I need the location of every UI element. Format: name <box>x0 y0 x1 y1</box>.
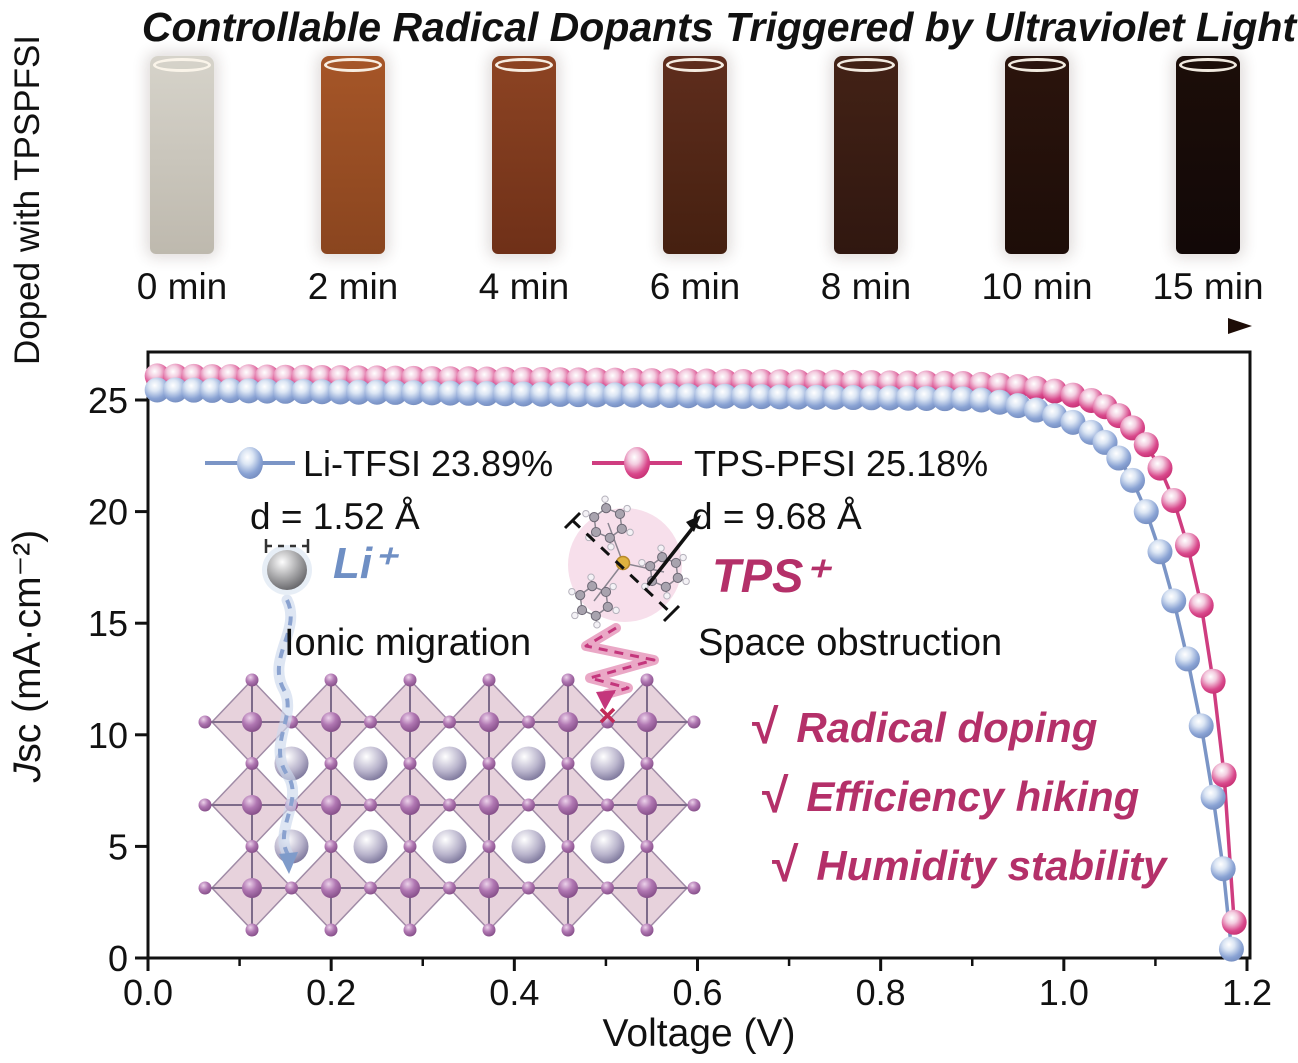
vial-time-label: 10 min <box>981 266 1093 307</box>
checkmark-icon: √ <box>762 770 789 823</box>
ionic-migration-arrow <box>273 594 299 874</box>
vial-time-label: 0 min <box>136 266 228 307</box>
space-obstruction-label: Space obstruction <box>698 622 1003 664</box>
checkmark-icon: √ <box>772 839 799 892</box>
svg-text:0.2: 0.2 <box>306 972 356 1013</box>
checkmark-icon: √ <box>752 701 779 754</box>
vial-time-label: 6 min <box>649 266 741 307</box>
vial-photo-15min <box>1176 56 1240 254</box>
vial-photo-8min <box>834 56 898 254</box>
svg-text:1.0: 1.0 <box>1039 972 1089 1013</box>
svg-text:15: 15 <box>88 603 128 644</box>
jv-curve-chart: 0.0 0.2 0.4 0.6 0.8 1.0 1.2 0 5 10 15 20 25 <box>88 350 1272 1013</box>
li-ion-sphere <box>262 539 312 595</box>
benefit-text: Efficiency hiking <box>806 772 1140 820</box>
vial-photo-6min <box>663 56 727 254</box>
svg-text:0.8: 0.8 <box>856 972 906 1013</box>
vial-photo-2min <box>321 56 385 254</box>
chart-axes: 0.0 0.2 0.4 0.6 0.8 1.0 1.2 0 5 10 15 20 25 <box>88 350 1272 1013</box>
y-axis-label-rest: sc (mA·cm⁻²) <box>6 529 49 763</box>
svg-text:25: 25 <box>88 380 128 421</box>
jv-data-series <box>144 363 1247 962</box>
benefit-text: Radical doping <box>796 703 1098 751</box>
figure-title: Controllable Radical Dopants Triggered b… <box>141 4 1297 50</box>
svg-text:1.2: 1.2 <box>1222 972 1272 1013</box>
vial-photo-4min <box>492 56 556 254</box>
legend-label-tps-pfsi: TPS-PFSI 25.18% <box>694 443 989 484</box>
svg-text:5: 5 <box>108 826 128 867</box>
vial-column: 15 min <box>1152 56 1264 308</box>
vial-photo-10min <box>1005 56 1069 254</box>
benefit-list: √ Radical doping √ Efficiency hiking √ H… <box>752 700 1166 893</box>
vial-photo-0min <box>150 56 214 254</box>
vial-time-label: 8 min <box>820 266 912 307</box>
tps-ion-label: TPS⁺ <box>712 549 829 602</box>
svg-text:0.6: 0.6 <box>672 972 722 1013</box>
svg-text:0.0: 0.0 <box>123 972 173 1013</box>
space-obstruction-arrow <box>581 623 659 724</box>
arrowhead-icon <box>1228 318 1252 334</box>
svg-text:20: 20 <box>88 492 128 533</box>
vial-time-label: 4 min <box>478 266 570 307</box>
vial-column: 8 min <box>821 56 911 308</box>
vial-time-label: 15 min <box>1152 266 1264 307</box>
li-ion-label: Li⁺ <box>333 539 396 588</box>
vial-column: 6 min <box>650 56 740 308</box>
svg-text:0.4: 0.4 <box>489 972 539 1013</box>
vial-column: 4 min <box>479 56 569 308</box>
legend-markers <box>205 447 682 479</box>
vial-column: 2 min <box>308 56 398 308</box>
vial-time-label: 2 min <box>307 266 399 307</box>
vial-photo-row: 0 min 2 min 4 min 6 min 8 min 10 min 15 … <box>137 56 1264 308</box>
li-distance-annotation: d = 1.52 Å <box>250 496 420 537</box>
ionic-migration-label: Ionic migration <box>284 622 532 664</box>
legend-label-li-tfsi: Li-TFSI 23.89% <box>303 443 554 484</box>
svg-text:10: 10 <box>88 715 128 756</box>
vial-column: 0 min <box>137 56 227 308</box>
perovskite-lattice-illustration <box>198 673 701 937</box>
tps-molecule-illustration <box>563 495 701 629</box>
x-axis-label: Voltage (V) <box>602 1012 796 1055</box>
benefit-efficiency-hiking: √ Efficiency hiking <box>762 769 1166 824</box>
vial-column: 10 min <box>981 56 1093 308</box>
tps-distance-annotation: d = 9.68 Å <box>692 496 862 537</box>
svg-text:0: 0 <box>108 938 128 979</box>
time-gradient-arrow <box>152 318 1252 334</box>
benefit-text: Humidity stability <box>816 841 1167 889</box>
y-axis-label-italic: J <box>6 762 49 783</box>
y-axis-label: Jsc (mA·cm⁻²) <box>5 476 51 836</box>
benefit-humidity-stability: √ Humidity stability <box>772 838 1166 893</box>
benefit-radical-doping: √ Radical doping <box>752 700 1166 755</box>
